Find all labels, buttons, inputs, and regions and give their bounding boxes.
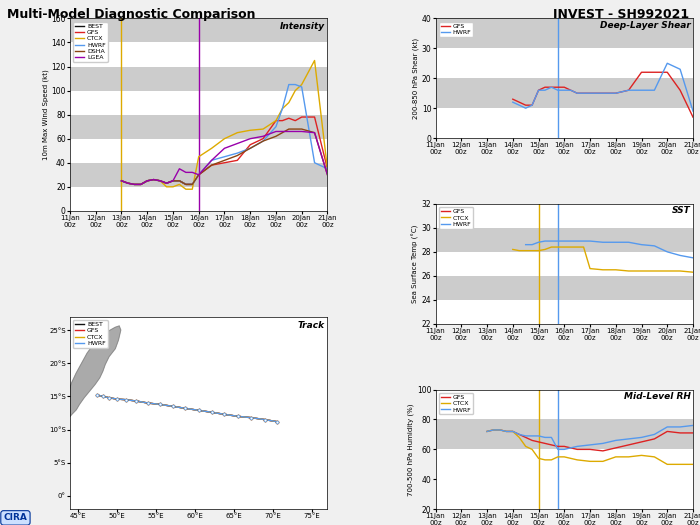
Text: Multi-Model Diagnostic Comparison: Multi-Model Diagnostic Comparison	[7, 8, 256, 21]
Y-axis label: 10m Max Wind Speed (kt): 10m Max Wind Speed (kt)	[42, 69, 48, 160]
Y-axis label: 700-500 hPa Humidity (%): 700-500 hPa Humidity (%)	[407, 403, 414, 496]
Y-axis label: Sea Surface Temp (°C): Sea Surface Temp (°C)	[412, 225, 419, 303]
Polygon shape	[66, 326, 120, 416]
Legend: GFS, HWRF: GFS, HWRF	[439, 22, 473, 37]
Y-axis label: 200-850 hPa Shear (kt): 200-850 hPa Shear (kt)	[412, 38, 419, 119]
Bar	[435, 18, 693, 48]
Text: Deep-Layer Shear: Deep-Layer Shear	[600, 21, 690, 30]
Text: Intensity: Intensity	[280, 22, 325, 31]
Bar	[435, 228, 693, 252]
Text: INVEST - SH992021: INVEST - SH992021	[554, 8, 690, 21]
Bar	[70, 18, 328, 43]
Text: Mid-Level RH: Mid-Level RH	[624, 392, 690, 401]
Bar	[70, 163, 328, 187]
Bar	[435, 419, 693, 449]
Text: SST: SST	[672, 206, 690, 215]
Legend: GFS, CTCX, HWRF: GFS, CTCX, HWRF	[439, 207, 473, 229]
Legend: BEST, GFS, CTCX, HWRF, DSHA, LGEA: BEST, GFS, CTCX, HWRF, DSHA, LGEA	[73, 22, 108, 62]
Bar	[70, 114, 328, 139]
Bar	[435, 78, 693, 108]
Bar	[70, 67, 328, 90]
Legend: BEST, GFS, CTCX, HWRF: BEST, GFS, CTCX, HWRF	[73, 320, 108, 348]
Legend: GFS, CTCX, HWRF: GFS, CTCX, HWRF	[439, 393, 473, 414]
Text: Track: Track	[298, 321, 325, 330]
Text: CIRA: CIRA	[4, 513, 27, 522]
Bar	[435, 276, 693, 300]
